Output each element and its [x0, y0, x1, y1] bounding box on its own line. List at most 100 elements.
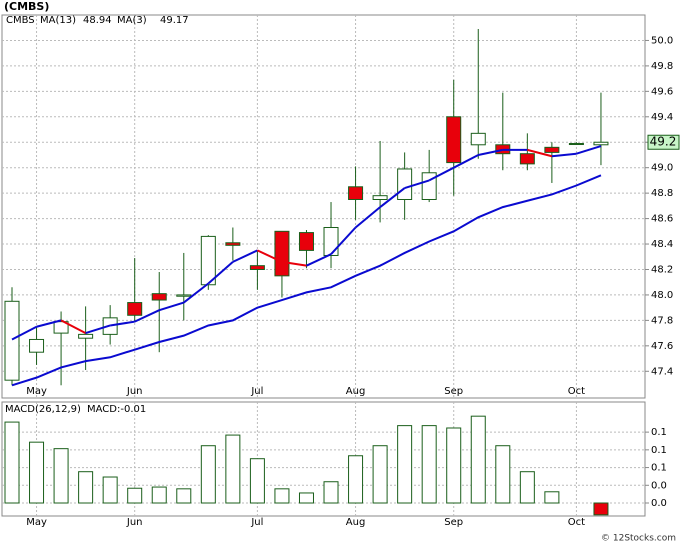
legend-name: MA(13)	[40, 15, 76, 26]
ma-line-segment	[281, 260, 307, 267]
macd-bar	[78, 471, 94, 504]
y-tick-label: 48.2	[651, 264, 673, 275]
candle-body	[249, 265, 265, 270]
macd-bar	[274, 488, 290, 504]
ma-line-segment	[11, 325, 38, 341]
macd-bar	[176, 488, 192, 504]
ma-line-segment	[207, 261, 234, 285]
last-price-box	[647, 134, 680, 150]
x-tick-label: Aug	[346, 386, 366, 397]
x-tick-label: Sep	[444, 517, 463, 528]
y-tick-label: 48.4	[651, 239, 673, 250]
price-panel	[1, 14, 646, 399]
macd-bar	[544, 491, 560, 504]
candle-body	[78, 333, 94, 339]
chart-title: (CMBS)	[4, 0, 49, 13]
ma-line-segment	[85, 324, 111, 335]
y-tick-label: 48.8	[651, 188, 673, 199]
macd-bar	[29, 441, 45, 504]
candle-body	[323, 226, 339, 256]
ma-line-segment	[330, 226, 357, 255]
y-tick-label: 47.4	[651, 366, 673, 377]
ma-line-segment	[379, 187, 406, 208]
ma-line-segment	[36, 319, 62, 328]
macd-legend-name: MACD(26,12,9)	[5, 404, 81, 415]
macd-bar	[446, 427, 462, 504]
candle-body	[544, 146, 560, 153]
candle-body	[151, 293, 167, 301]
y-tick-label: 0.0	[651, 480, 667, 491]
y-tick-label: 47.6	[651, 341, 673, 352]
ma-line-segment	[60, 319, 87, 334]
footer: © 12Stocks.com	[601, 534, 676, 544]
macd-bar	[372, 445, 388, 504]
ma-line-segment	[134, 309, 160, 323]
candle-body	[593, 141, 609, 146]
legend-value: 49.17	[160, 15, 189, 26]
y-tick-label: 0.0	[651, 498, 667, 509]
candle-body	[225, 242, 241, 246]
macd-bar	[200, 445, 216, 504]
legend-name: MA(3)	[117, 15, 147, 26]
last-price-label: 49.2	[650, 135, 677, 149]
macd-bar	[102, 476, 118, 504]
candle-body	[519, 153, 535, 165]
macd-bar	[495, 445, 511, 504]
macd-bar	[397, 425, 413, 504]
legend-symbol: CMBS	[6, 15, 35, 26]
macd-legend-value: MACD:-0.01	[87, 404, 146, 415]
macd-bar	[470, 415, 486, 504]
macd-bar	[4, 421, 20, 504]
macd-bar	[298, 492, 314, 504]
ma-line-segment	[478, 148, 504, 156]
legend-value: 48.94	[83, 15, 112, 26]
ma-line	[11, 174, 602, 387]
x-tick-label: Jul	[250, 517, 263, 528]
candle-body	[127, 302, 143, 316]
candle-body	[4, 300, 20, 381]
y-tick-label: 49.6	[651, 86, 673, 97]
macd-bar	[225, 434, 241, 504]
macd-bar	[323, 481, 339, 504]
ma-line-segment	[551, 152, 577, 158]
x-tick-label: Sep	[444, 386, 463, 397]
x-tick-label: Aug	[346, 517, 366, 528]
ma-line-segment	[428, 166, 455, 182]
ma-line-segment	[256, 249, 283, 263]
ma-line-segment	[110, 320, 135, 327]
y-tick-label: 47.8	[651, 315, 673, 326]
candle-body	[568, 143, 584, 146]
macd-bar	[249, 458, 265, 504]
ma-line-segment	[183, 282, 209, 304]
x-tick-label: Jun	[126, 386, 143, 397]
ma-line-segment	[158, 301, 185, 312]
macd-bar	[127, 487, 143, 504]
candle-body	[470, 132, 486, 146]
x-tick-label: May	[26, 386, 47, 397]
x-tick-label: Jul	[250, 386, 263, 397]
y-tick-label: 49.4	[651, 112, 673, 123]
ma-line-segment	[576, 145, 602, 155]
x-tick-label: May	[26, 517, 47, 528]
ma-line-segment	[232, 249, 258, 263]
candle-body	[274, 230, 290, 277]
macd-panel	[1, 401, 646, 517]
ma-line-segment	[453, 154, 479, 169]
candle-body	[200, 235, 216, 286]
ma-line-segment	[306, 253, 332, 267]
macd-bar	[151, 486, 167, 504]
macd-bar	[421, 425, 437, 504]
y-tick-label: 0.1	[651, 463, 667, 474]
candle-body	[29, 338, 45, 353]
y-tick-label: 0.1	[651, 445, 667, 456]
x-tick-label: Oct	[568, 517, 585, 528]
candle-body	[348, 186, 364, 201]
y-tick-label: 48.0	[651, 290, 673, 301]
ma-line-segment	[404, 179, 430, 190]
x-tick-label: Jun	[126, 517, 143, 528]
candle-body	[397, 168, 413, 201]
macd-bar	[53, 448, 69, 504]
candle-body	[53, 321, 69, 334]
candle-body	[298, 232, 314, 251]
